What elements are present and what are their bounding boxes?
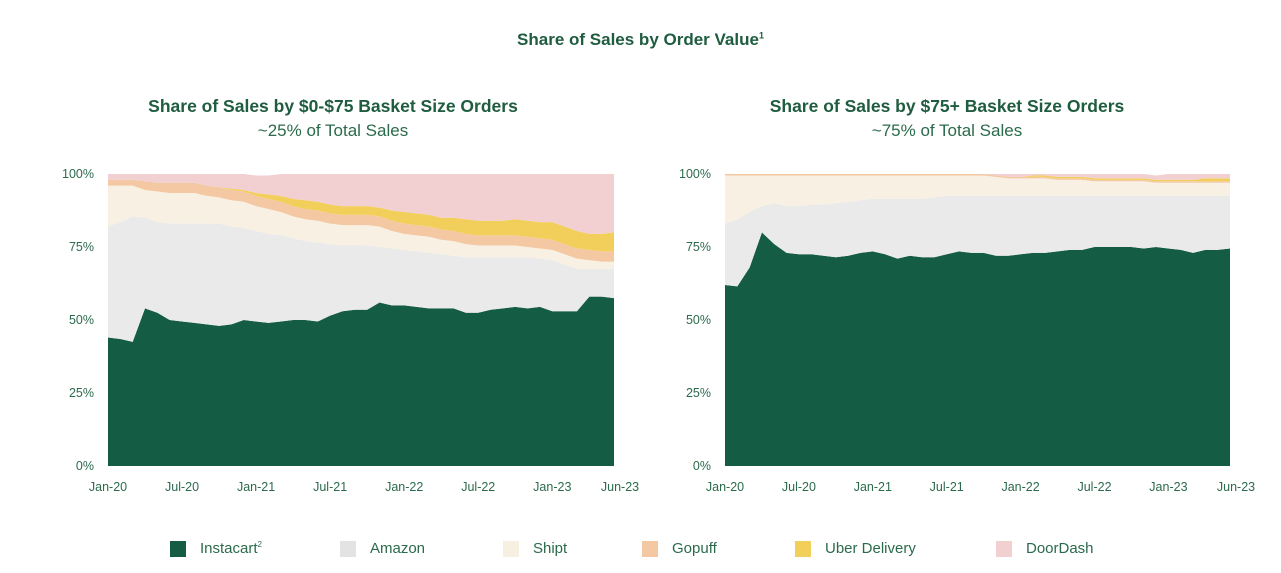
chart-2-title: Share of Sales by $75+ Basket Size Order… (769, 96, 1125, 116)
legend-item-instacart: Instacart2 (170, 540, 262, 557)
x-tick-label: Jul-20 (165, 480, 199, 494)
page-title: Share of Sales by Order Value1 (517, 30, 764, 49)
chart-2-plot (725, 174, 1230, 466)
x-tick-label: Jul-22 (1077, 480, 1111, 494)
y-tick-label: 75% (686, 240, 711, 254)
legend-item-amazon: Amazon (340, 540, 425, 557)
x-tick-label: Jun-23 (601, 480, 639, 494)
y-tick-label: 100% (62, 167, 94, 181)
y-tick-label: 0% (693, 459, 711, 473)
chart-1-title: Share of Sales by $0-$75 Basket Size Ord… (148, 96, 518, 116)
x-tick-label: Jul-20 (782, 480, 816, 494)
legend-label: Gopuff (672, 540, 717, 557)
legend-swatch (340, 540, 356, 557)
legend-label: Amazon (370, 540, 426, 557)
legend-item-doordash: DoorDash (996, 540, 1094, 557)
y-tick-label: 25% (69, 386, 94, 400)
area-doordash (108, 174, 614, 234)
chart-1-plot (108, 174, 614, 466)
area-uber-delivery (725, 174, 1230, 182)
area-shipt (108, 185, 614, 269)
x-tick-label: Jul-22 (461, 480, 495, 494)
area-gopuff (108, 179, 614, 262)
legend-item-gopuff: Gopuff (642, 540, 717, 557)
legend-label: DoorDash (1026, 540, 1094, 557)
chart-2-subtitle: ~75% of Total Sales (871, 121, 1023, 140)
legend-label: Shipt (533, 540, 568, 557)
legend-swatch (795, 540, 811, 557)
legend-label: Instacart2 (200, 540, 262, 557)
x-tick-label: Jan-20 (89, 480, 127, 494)
legend-item-uber-delivery: Uber Delivery (795, 540, 916, 557)
x-tick-label: Jan-22 (1001, 480, 1039, 494)
area-gopuff (725, 174, 1230, 183)
x-tick-label: Jan-20 (706, 480, 744, 494)
area-uber-delivery (108, 179, 614, 252)
area-shipt (725, 175, 1230, 224)
legend-swatch (503, 540, 519, 557)
x-tick-label: Jun-23 (1217, 480, 1255, 494)
y-tick-label: 0% (76, 459, 94, 473)
x-tick-label: Jan-21 (237, 480, 275, 494)
y-tick-label: 50% (686, 313, 711, 327)
y-tick-label: 25% (686, 386, 711, 400)
x-tick-label: Jan-23 (533, 480, 571, 494)
y-tick-label: 100% (679, 167, 711, 181)
legend-swatch (642, 540, 658, 557)
chart-1-subtitle: ~25% of Total Sales (257, 121, 409, 140)
legend-swatch (996, 540, 1012, 557)
legend-item-shipt: Shipt (503, 540, 567, 557)
legend-label: Uber Delivery (825, 540, 916, 557)
area-instacart (725, 232, 1230, 466)
area-amazon (108, 216, 614, 342)
x-tick-label: Jan-22 (385, 480, 423, 494)
area-doordash (725, 174, 1230, 180)
legend: Instacart2 Amazon Shipt Gopuff Uber Deli… (0, 540, 1281, 564)
y-tick-label: 50% (69, 313, 94, 327)
legend-swatch (170, 540, 186, 557)
x-tick-label: Jul-21 (930, 480, 964, 494)
area-instacart (108, 296, 614, 466)
x-tick-label: Jan-23 (1149, 480, 1187, 494)
area-amazon (725, 195, 1230, 287)
x-tick-label: Jul-21 (313, 480, 347, 494)
y-tick-label: 75% (69, 240, 94, 254)
x-tick-label: Jan-21 (854, 480, 892, 494)
